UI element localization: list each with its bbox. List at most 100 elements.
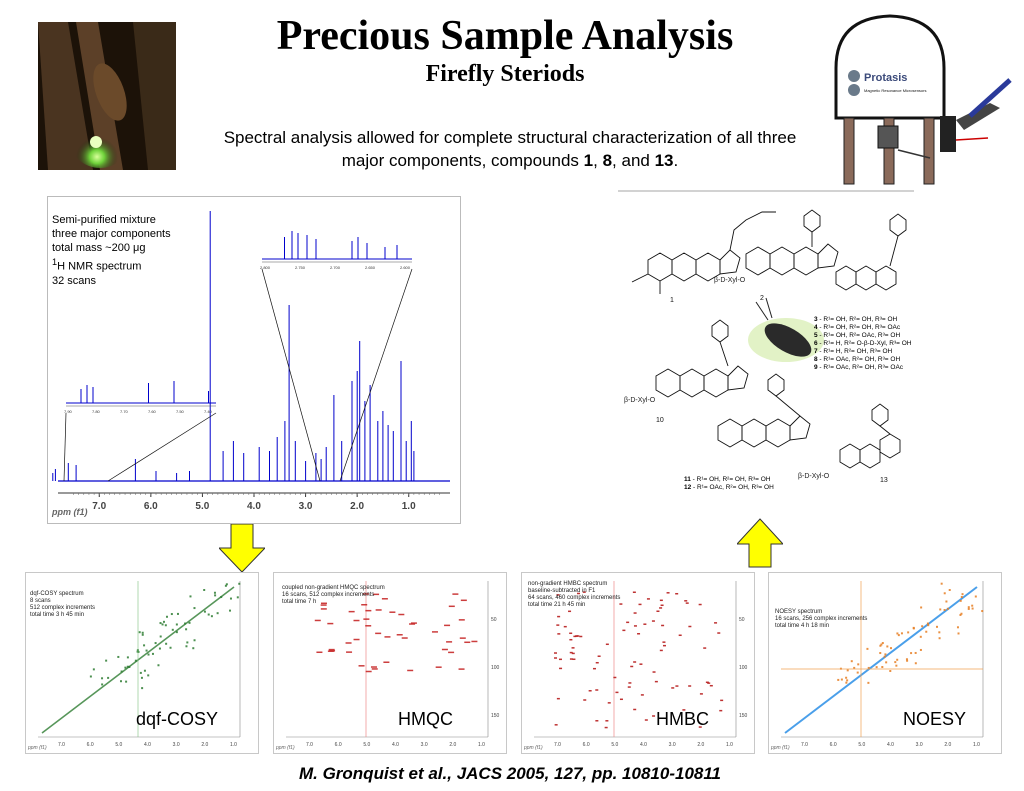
legend-number: 9 — [814, 364, 818, 371]
compound-number: 2 — [760, 295, 764, 302]
cross-peak — [896, 658, 899, 661]
inset-tick-label: 7.70 — [120, 409, 129, 414]
cross-peak — [162, 620, 165, 623]
cross-peak — [471, 640, 478, 643]
cross-peak — [210, 615, 213, 618]
cross-peak — [186, 641, 189, 644]
cross-peak — [444, 624, 451, 627]
panel-y-tick-label: 150 — [491, 713, 500, 719]
spectrum-info-line: total mass ~200 μg — [52, 242, 146, 254]
cross-peak — [314, 619, 321, 622]
panel-tick-label: 2.0 — [201, 742, 208, 748]
panel-label: HMBC — [656, 709, 709, 729]
cross-peak — [622, 629, 626, 632]
cross-peak — [176, 612, 179, 615]
cross-peak — [175, 623, 178, 626]
zoom-line — [261, 268, 321, 482]
cross-peak — [595, 689, 599, 691]
cross-peak — [320, 604, 327, 606]
cross-peak — [145, 649, 148, 652]
spectrum-tick-label: 6.0 — [144, 501, 158, 512]
cross-peak — [945, 600, 948, 603]
inset-tick-label: 7.50 — [176, 409, 185, 414]
compound-11-12-structure — [717, 373, 811, 448]
cross-peak — [361, 603, 368, 606]
cross-peak — [151, 652, 154, 655]
cross-peak — [154, 642, 157, 645]
cross-peak — [675, 685, 679, 687]
cross-peak — [120, 670, 123, 673]
cross-peak — [328, 648, 335, 651]
panel-tick-label: 6.0 — [583, 742, 590, 748]
cross-peak — [595, 720, 599, 722]
cross-peak — [557, 615, 561, 618]
cross-peak — [646, 598, 650, 600]
cross-peak — [175, 631, 178, 634]
cross-peak — [633, 708, 637, 711]
legend-number: 4 — [814, 324, 818, 331]
cross-peak — [846, 669, 849, 672]
cross-peak — [375, 632, 382, 635]
cross-peak — [348, 610, 355, 613]
panel-tick-label: 4.0 — [144, 742, 151, 748]
cross-peak — [458, 619, 465, 621]
description-part: Spectral analysis allowed for complete s… — [223, 128, 797, 170]
cross-peak — [459, 637, 466, 639]
cross-peak — [907, 631, 910, 634]
panel-y-tick-label: 100 — [491, 665, 500, 671]
cross-peak — [604, 726, 608, 729]
inset-tick-label: 2.750 — [295, 265, 306, 270]
panel-tick-label: 4.0 — [887, 742, 894, 748]
panel-y-tick-label: 50 — [739, 617, 745, 623]
cross-peak — [572, 658, 576, 661]
spectrum-tick-label: 3.0 — [299, 501, 313, 512]
compound-1-structure — [631, 211, 776, 294]
cross-peak — [633, 661, 637, 663]
legend-number: 7 — [814, 348, 818, 355]
cross-peak — [883, 655, 886, 658]
panel-axis-label: ppm (f1) — [27, 745, 47, 751]
cross-peak — [959, 613, 962, 616]
cross-peak — [398, 613, 405, 616]
panel-tick-label: 6.0 — [830, 742, 837, 748]
legend-number: 3 — [814, 316, 818, 323]
cross-peak — [703, 647, 707, 649]
cross-peak — [613, 676, 617, 679]
cross-peak — [583, 699, 587, 701]
cross-peak — [89, 675, 92, 678]
panel-info-line: dqf-COSY spectrum — [30, 591, 84, 597]
cross-peak — [554, 657, 558, 659]
cross-peak — [875, 666, 878, 669]
compound-number: 13 — [880, 477, 888, 484]
cross-peak — [185, 645, 188, 648]
cross-peak — [967, 607, 970, 610]
cross-peak — [556, 594, 560, 596]
cross-peak — [960, 612, 963, 615]
cross-peak — [358, 665, 365, 667]
cross-peak — [139, 671, 142, 674]
cross-peak — [889, 647, 892, 650]
cross-peak — [203, 588, 206, 591]
cross-peak — [134, 659, 137, 662]
cross-peak — [588, 690, 592, 692]
legend-text: - R¹= OAc, R²= OH, R³= OAc — [817, 364, 904, 371]
description-sep: , and — [612, 151, 655, 170]
panel-tick-label: 5.0 — [115, 742, 122, 748]
inset-tick-label: 2.700 — [330, 265, 341, 270]
inset-tick-label: 7.80 — [92, 409, 101, 414]
panel-tick-label: 1.0 — [478, 742, 485, 748]
firefly-image — [748, 297, 824, 362]
cross-peak — [943, 592, 946, 595]
cross-peak — [961, 593, 964, 596]
cross-peak — [579, 635, 583, 638]
cross-peak — [850, 660, 853, 663]
panel-label: HMQC — [398, 709, 453, 729]
cross-peak — [595, 661, 599, 664]
superscript: 1 — [52, 257, 58, 267]
cross-peak — [857, 663, 860, 666]
legend-entry: 8 - R¹= OAc, R²= OH, R³= OH — [814, 356, 911, 364]
legend-entry: 4 - R¹= OH, R²= OH, R³= OAc — [814, 324, 911, 332]
cross-peak — [381, 598, 388, 600]
panel-tick-label: 7.0 — [801, 742, 808, 748]
cross-peak — [946, 607, 949, 610]
